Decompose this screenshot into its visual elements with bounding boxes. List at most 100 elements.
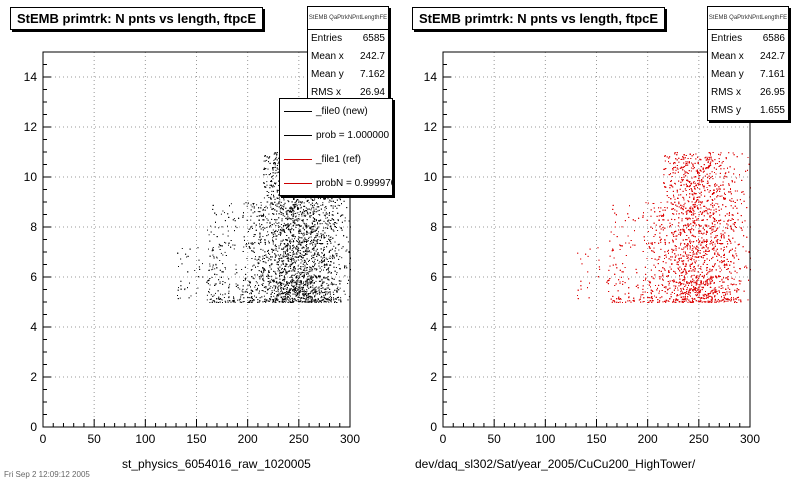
scatter-point: [242, 216, 244, 218]
scatter-point: [292, 225, 294, 227]
scatter-point: [326, 217, 328, 219]
scatter-point: [303, 274, 305, 276]
scatter-point: [208, 248, 209, 250]
scatter-point: [305, 249, 307, 251]
scatter-point: [316, 300, 318, 302]
scatter-point: [232, 244, 234, 246]
scatter-point: [293, 266, 295, 268]
scatter-point: [288, 296, 289, 298]
scatter-point: [306, 262, 307, 264]
scatter-point: [267, 219, 269, 221]
scatter-point: [317, 203, 319, 205]
scatter-point: [262, 284, 264, 286]
scatter-point: [296, 240, 298, 242]
scatter-point: [293, 262, 294, 264]
scatter-point: [301, 254, 303, 256]
scatter-point: [294, 299, 296, 301]
scatter-point: [323, 214, 325, 216]
scatter-point: [272, 168, 274, 170]
scatter-point: [302, 283, 304, 285]
scatter-point: [275, 281, 277, 283]
scatter-point: [318, 252, 319, 254]
scatter-point: [313, 199, 315, 201]
scatter-point: [280, 288, 282, 290]
scatter-point: [243, 301, 245, 302]
scatter-point: [317, 259, 319, 261]
scatter-point: [293, 259, 295, 261]
scatter-point: [314, 252, 316, 254]
scatter-point: [206, 281, 208, 283]
scatter-point: [317, 210, 319, 212]
scatter-point: [292, 219, 294, 221]
scatter-point: [298, 231, 300, 233]
scatter-point: [265, 299, 267, 301]
scatter-point: [302, 219, 304, 221]
scatter-point: [286, 212, 288, 214]
scatter-point: [270, 282, 272, 283]
scatter-point: [306, 230, 308, 232]
scatter-point: [327, 298, 329, 300]
scatter-point: [299, 287, 301, 289]
scatter-point: [243, 297, 245, 299]
scatter-point: [314, 258, 316, 260]
scatter-point: [299, 291, 301, 293]
scatter-point: [305, 280, 307, 282]
scatter-point: [251, 258, 253, 259]
scatter-point: [331, 214, 333, 216]
scatter-point: [251, 250, 253, 252]
scatter-point: [311, 270, 313, 272]
scatter-point: [290, 276, 292, 278]
scatter-point: [211, 250, 213, 252]
scatter-point: [332, 254, 334, 256]
scatter-point: [305, 250, 307, 252]
scatter-point: [317, 206, 319, 208]
scatter-point: [286, 284, 288, 286]
scatter-point: [287, 224, 289, 226]
scatter-point: [227, 213, 229, 215]
scatter-point: [293, 270, 295, 272]
scatter-point: [310, 299, 312, 301]
scatter-point: [286, 272, 288, 274]
scatter-point: [220, 293, 221, 295]
scatter-point: [285, 263, 287, 264]
scatter-point: [320, 198, 321, 200]
scatter-point: [267, 300, 269, 302]
scatter-point: [295, 227, 297, 228]
scatter-point: [269, 187, 271, 189]
scatter-point: [202, 263, 203, 265]
scatter-point: [273, 153, 275, 155]
scatter-point: [266, 218, 268, 220]
scatter-point: [316, 233, 318, 235]
scatter-point: [330, 239, 332, 240]
scatter-point: [324, 209, 326, 211]
scatter-point: [311, 299, 313, 301]
scatter-point: [328, 299, 330, 301]
scatter-point: [330, 200, 332, 202]
scatter-point: [281, 218, 283, 220]
scatter-point: [309, 259, 310, 261]
scatter-point: [344, 217, 346, 219]
scatter-point: [325, 300, 327, 302]
scatter-point: [332, 200, 334, 202]
scatter-point: [282, 230, 284, 232]
scatter-point: [318, 276, 319, 278]
scatter-point: [282, 255, 284, 257]
scatter-point: [208, 234, 210, 236]
scatter-point: [311, 207, 313, 209]
scatter-point: [236, 272, 238, 274]
scatter-point: [297, 279, 299, 281]
scatter-point: [297, 218, 299, 220]
scatter-point: [277, 295, 279, 296]
scatter-point: [317, 222, 318, 224]
scatter-point: [278, 293, 280, 295]
scatter-point: [299, 252, 301, 254]
scatter-point: [315, 289, 317, 291]
scatter-point: [281, 205, 283, 207]
scatter-point: [320, 243, 321, 245]
scatter-point: [259, 290, 260, 292]
scatter-point: [283, 299, 285, 301]
scatter-point: [269, 265, 270, 267]
scatter-point: [323, 297, 325, 299]
scatter-point: [251, 298, 253, 300]
scatter-point: [276, 165, 278, 166]
